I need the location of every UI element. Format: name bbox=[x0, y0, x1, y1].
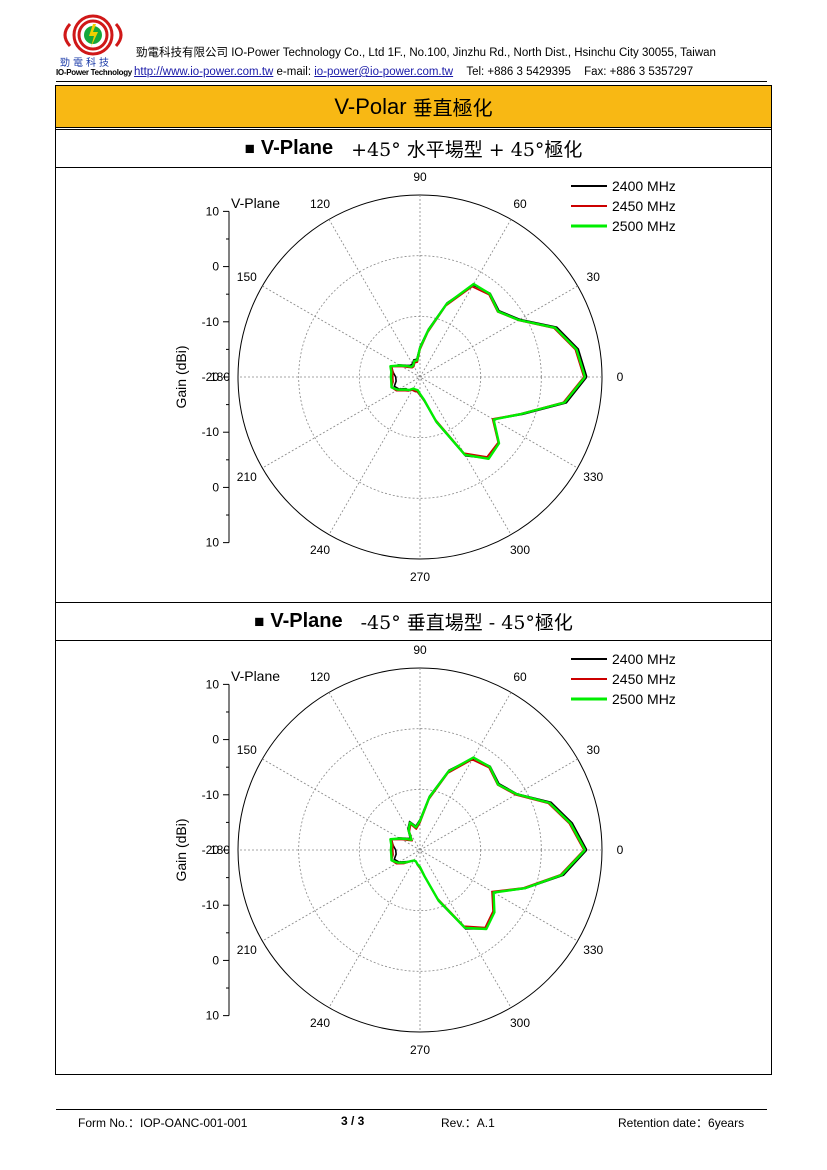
chart-title: V-Plane bbox=[231, 195, 280, 211]
legend-label: 2400 MHz bbox=[612, 651, 676, 667]
website-link[interactable]: http://www.io-power.com.tw bbox=[134, 66, 274, 78]
legend-label: 2450 MHz bbox=[612, 671, 676, 687]
company-logo bbox=[63, 14, 123, 56]
fax-number: Fax: +886 3 5357297 bbox=[584, 66, 694, 78]
revision: Rev.：A.1 bbox=[441, 1116, 495, 1130]
series-line-2500-mhz bbox=[389, 282, 587, 460]
angle-tick-label: 150 bbox=[237, 270, 257, 284]
section-description: +45° 水平場型 + 45°極化 bbox=[351, 139, 583, 161]
section-header-plus45: ■ V-Plane +45° 水平場型 + 45°極化 bbox=[56, 129, 771, 168]
section-plane-label: V-Plane bbox=[260, 137, 334, 159]
radial-tick-label: 0 bbox=[212, 953, 219, 967]
radial-tick-label: -10 bbox=[202, 898, 220, 912]
angle-tick-label: 90 bbox=[413, 170, 427, 184]
logo-english-name: IO-Power Technology bbox=[56, 68, 132, 77]
bullet-square-icon: ■ bbox=[254, 611, 265, 631]
angle-tick-label: 270 bbox=[410, 570, 430, 584]
angle-tick-label: 240 bbox=[310, 1016, 330, 1030]
page-title: V-Polar 垂直極化 bbox=[56, 86, 771, 128]
content-frame bbox=[55, 85, 772, 1075]
angle-tick-label: 120 bbox=[310, 197, 330, 211]
grid-spoke bbox=[262, 285, 578, 469]
angle-tick-label: 300 bbox=[510, 1016, 530, 1030]
y-axis-label: Gain (dBi) bbox=[173, 345, 189, 408]
radial-tick-label: 10 bbox=[206, 536, 220, 550]
angle-tick-label: 180 bbox=[210, 370, 230, 384]
footer-divider bbox=[56, 1109, 767, 1110]
title-chinese: 垂直極化 bbox=[412, 96, 493, 120]
header-divider bbox=[56, 81, 767, 82]
angle-tick-label: 150 bbox=[237, 743, 257, 757]
section-plane-label: V-Plane bbox=[270, 610, 343, 632]
bullet-square-icon: ■ bbox=[244, 138, 255, 158]
angle-tick-label: 0 bbox=[617, 370, 624, 384]
legend-label: 2400 MHz bbox=[612, 178, 676, 194]
angle-tick-label: 330 bbox=[583, 470, 603, 484]
angle-tick-label: 120 bbox=[310, 670, 330, 684]
angle-tick-label: 300 bbox=[510, 543, 530, 557]
angle-tick-label: 330 bbox=[583, 943, 603, 957]
angle-tick-label: 60 bbox=[513, 670, 527, 684]
angle-tick-label: 210 bbox=[237, 943, 257, 957]
section-description: -45° 垂直場型 - 45°極化 bbox=[360, 612, 573, 634]
email-link[interactable]: io-power@io-power.com.tw bbox=[314, 66, 454, 78]
contact-line: http://www.io-power.com.tw e-mail: io-po… bbox=[134, 66, 693, 78]
page-number: 3 / 3 bbox=[341, 1114, 365, 1128]
angle-tick-label: 0 bbox=[617, 843, 624, 857]
radial-tick-label: 10 bbox=[206, 677, 220, 691]
y-axis-label: Gain (dBi) bbox=[173, 818, 189, 881]
radial-tick-label: 10 bbox=[206, 204, 220, 218]
form-number: Form No.：IOP-OANC-001-001 bbox=[78, 1116, 248, 1130]
series-line-2400-mhz bbox=[390, 284, 588, 460]
legend-label: 2500 MHz bbox=[612, 691, 676, 707]
radial-tick-label: 0 bbox=[212, 733, 219, 747]
angle-tick-label: 30 bbox=[587, 270, 601, 284]
series-line-2400-mhz bbox=[390, 757, 588, 930]
series-line-2500-mhz bbox=[389, 756, 587, 931]
email-label: e-mail: bbox=[276, 66, 312, 78]
grid-spoke bbox=[262, 758, 578, 942]
retention-date: Retention date：6years bbox=[618, 1116, 745, 1130]
angle-tick-label: 270 bbox=[410, 1043, 430, 1057]
polar-chart-minus45: 0 30 60 90 120 150 180 210 240 270 300 330 10 0 -10 -20… bbox=[173, 643, 676, 1057]
angle-tick-label: 90 bbox=[413, 643, 427, 657]
chart-title: V-Plane bbox=[231, 668, 280, 684]
title-english: V-Polar bbox=[334, 93, 407, 119]
section-header-minus45: ■ V-Plane -45° 垂直場型 - 45°極化 bbox=[56, 602, 771, 641]
radial-tick-label: -10 bbox=[202, 788, 220, 802]
legend-label: 2500 MHz bbox=[612, 218, 676, 234]
company-address: 勁電科技有限公司 IO-Power Technology Co., Ltd 1F… bbox=[136, 47, 716, 59]
radial-tick-label: 0 bbox=[212, 480, 219, 494]
polar-chart-plus45: 0 30 60 90 120 150 180 210 240 270 300 330 10 0 -10 -20… bbox=[173, 170, 676, 584]
angle-tick-label: 210 bbox=[237, 470, 257, 484]
angle-tick-label: 60 bbox=[513, 197, 527, 211]
legend-label: 2450 MHz bbox=[612, 198, 676, 214]
angle-tick-label: 240 bbox=[310, 543, 330, 557]
radial-tick-label: -20 bbox=[202, 370, 220, 384]
angle-tick-label: 180 bbox=[210, 843, 230, 857]
radial-tick-label: -20 bbox=[202, 843, 220, 857]
radial-tick-label: 0 bbox=[212, 260, 219, 274]
radial-tick-label: -10 bbox=[202, 425, 220, 439]
radial-tick-label: 10 bbox=[206, 1009, 220, 1023]
logo-chinese-name: 勁電科技 bbox=[60, 58, 112, 69]
angle-tick-label: 30 bbox=[587, 743, 601, 757]
tel-number: Tel: +886 3 5429395 bbox=[466, 66, 571, 78]
radial-tick-label: -10 bbox=[202, 315, 220, 329]
